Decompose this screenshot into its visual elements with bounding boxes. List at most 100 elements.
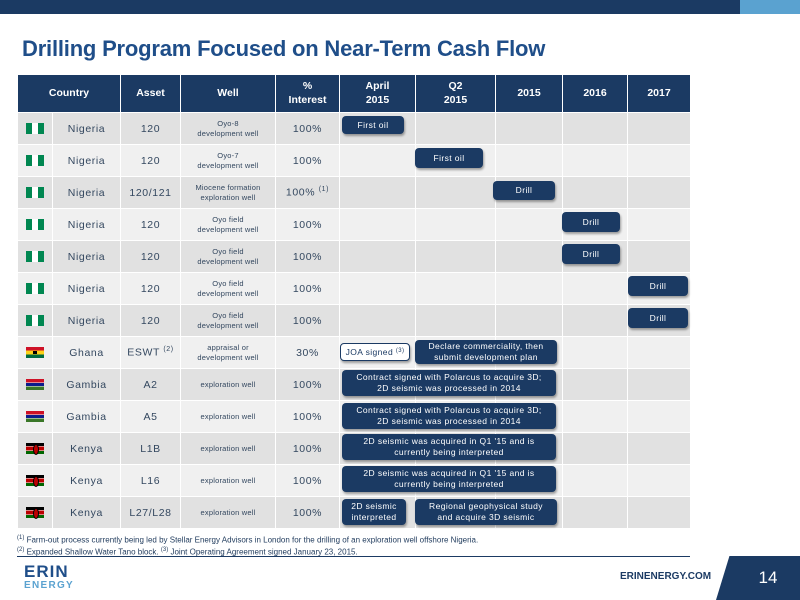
badge-line1: Contract signed with Polarcus to acquire…	[356, 372, 542, 383]
flag-cell	[17, 400, 53, 433]
timeline-cell	[627, 400, 691, 433]
flag-cell	[17, 304, 53, 337]
milestone-declare-commerciality-badge: Declare commerciality, then submit develo…	[415, 340, 557, 364]
asset-cell: 120/121	[120, 176, 181, 209]
asset-cell: A5	[120, 400, 181, 433]
nigeria-flag-icon	[26, 154, 44, 166]
footnote-ref: (1)	[318, 186, 330, 194]
timeline-cell	[415, 112, 496, 145]
well-cell: exploration well	[180, 464, 276, 497]
flag-cell	[17, 432, 53, 465]
gambia-flag-icon	[26, 378, 44, 390]
country-cell: Nigeria	[52, 304, 121, 337]
timeline-cell	[495, 272, 563, 305]
badge-line1: Declare commerciality, then	[428, 341, 544, 352]
well-line1: appraisal or	[207, 343, 249, 353]
well-cell: Oyo field development well	[180, 208, 276, 241]
timeline-cell	[495, 112, 563, 145]
badge-line2: currently being interpreted	[394, 447, 504, 457]
flag-cell	[17, 464, 53, 497]
milestone-drill-badge: Drill	[562, 244, 620, 264]
header-interest-line2: Interest	[288, 93, 327, 106]
header-2017: 2017	[627, 74, 691, 113]
timeline-cell	[495, 144, 563, 177]
header-interest-line1: %	[302, 80, 313, 93]
badge-line2: interpreted	[351, 512, 397, 522]
flag-cell	[17, 240, 53, 273]
timeline-cell	[627, 464, 691, 497]
badge-line1: 2D seismic	[351, 501, 397, 512]
table-row: Nigeria 120 Oyo-7 development well 100%	[17, 144, 691, 177]
milestone-2d-seismic-interpreted-badge: 2D seismic interpreted	[342, 499, 406, 525]
timeline-cell	[415, 304, 496, 337]
asset-cell: 120	[120, 144, 181, 177]
footnote-text: Joint Operating Agreement signed January…	[170, 547, 358, 557]
slide-title: Drilling Program Focused on Near-Term Ca…	[22, 36, 546, 61]
timeline-cell	[562, 112, 628, 145]
badge-line2: 2D seismic was processed in 2014	[377, 383, 521, 393]
header-country: Country	[17, 74, 121, 113]
country-cell: Nigeria	[52, 112, 121, 145]
timeline-cell	[562, 272, 628, 305]
timeline-cell	[627, 496, 691, 529]
badge-line1: 2D seismic was acquired in Q1 '15 and is	[363, 436, 535, 447]
nigeria-flag-icon	[26, 122, 44, 134]
timeline-cell	[627, 144, 691, 177]
country-cell: Kenya	[52, 464, 121, 497]
timeline-cell	[339, 144, 416, 177]
top-bar-accent	[740, 0, 800, 14]
header-q2-line1: Q2	[448, 80, 463, 93]
timeline-cell	[562, 368, 628, 401]
footnote-1: (1) Farm-out process currently being led…	[17, 534, 478, 546]
interest-cell: 100% (1)	[275, 176, 340, 209]
milestone-drill-badge: Drill	[628, 276, 688, 296]
nigeria-flag-icon	[26, 218, 44, 230]
ghana-flag-icon	[26, 346, 44, 358]
country-cell: Nigeria	[52, 144, 121, 177]
table-row: Nigeria 120 Oyo field development well 10…	[17, 272, 691, 305]
well-line2: development well	[197, 320, 259, 330]
well-line2: development well	[197, 288, 259, 298]
well-cell: Oyo-7 development well	[180, 144, 276, 177]
badge-line2: 2D seismic was processed in 2014	[377, 416, 521, 426]
well-line1: Oyo field	[212, 215, 244, 225]
drilling-program-table: Country Asset Well % Interest April 2015 Q…	[17, 74, 691, 529]
gambia-flag-icon	[26, 410, 44, 422]
flag-cell	[17, 144, 53, 177]
timeline-cell	[562, 176, 628, 209]
well-cell: exploration well	[180, 496, 276, 529]
well-cell: Miocene formation exploration well	[180, 176, 276, 209]
well-line1: Oyo field	[212, 311, 244, 321]
well-line2: development well	[197, 352, 259, 362]
interest-cell: 100%	[275, 496, 340, 529]
interest-cell: 100%	[275, 144, 340, 177]
asset-cell: L27/L28	[120, 496, 181, 529]
milestone-2d-seismic-badge: 2D seismic was acquired in Q1 '15 and is…	[342, 434, 556, 460]
asset-cell: 120	[120, 240, 181, 273]
timeline-cell	[627, 240, 691, 273]
footnote-ref: (3)	[395, 348, 405, 355]
footnote-2-3: (2) Expanded Shallow Water Tano block. (…	[17, 546, 478, 558]
footnote-mark: (3)	[160, 546, 169, 553]
header-april-line1: April	[365, 80, 390, 93]
nigeria-flag-icon	[26, 282, 44, 294]
country-cell: Nigeria	[52, 208, 121, 241]
well-line1: Oyo-7	[217, 151, 239, 161]
badge-line1: 2D seismic was acquired in Q1 '15 and is	[363, 468, 535, 479]
timeline-cell	[415, 208, 496, 241]
timeline-cell	[415, 272, 496, 305]
country-cell: Nigeria	[52, 176, 121, 209]
well-line1: Oyo-8	[217, 119, 239, 129]
interest-cell: 100%	[275, 240, 340, 273]
well-cell: Oyo field development well	[180, 272, 276, 305]
timeline-cell	[339, 208, 416, 241]
timeline-cell	[627, 112, 691, 145]
footnote-mark: (2)	[17, 546, 25, 553]
well-cell: exploration well	[180, 432, 276, 465]
well-line2: development well	[197, 256, 259, 266]
nigeria-flag-icon	[26, 186, 44, 198]
asset-cell: 120	[120, 112, 181, 145]
asset-value: ESWT	[127, 346, 160, 359]
flag-cell	[17, 112, 53, 145]
timeline-cell	[339, 272, 416, 305]
